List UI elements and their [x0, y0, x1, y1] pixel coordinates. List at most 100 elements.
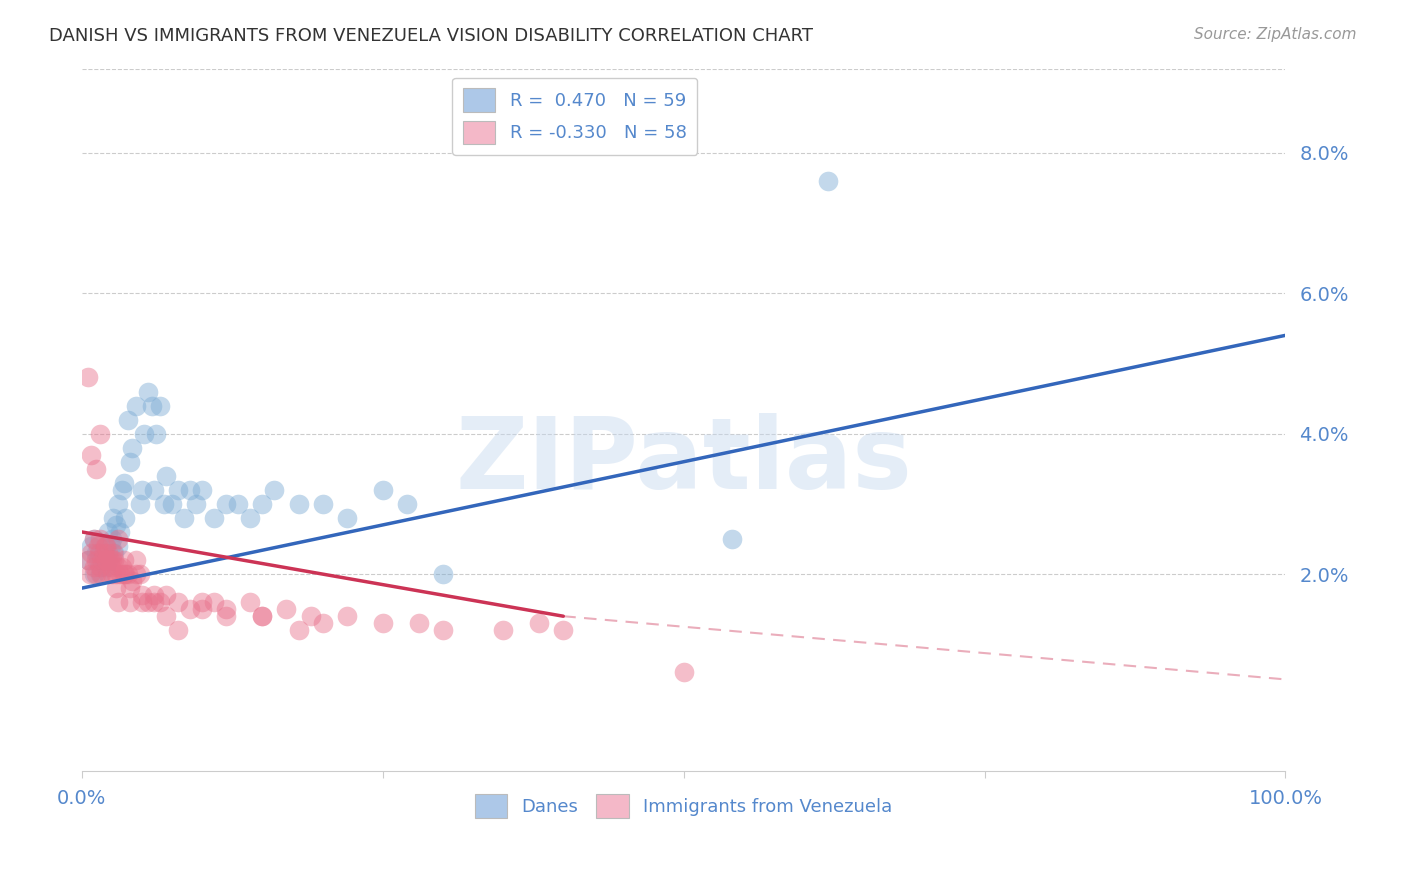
- Point: [90, 560, 112, 574]
- Point: [263, 483, 285, 497]
- Point: [110, 567, 132, 582]
- Point: [215, 609, 238, 624]
- Point: [136, 595, 159, 609]
- Point: [110, 483, 132, 497]
- Point: [112, 553, 135, 567]
- Point: [131, 595, 153, 609]
- Point: [112, 567, 135, 582]
- Point: [179, 602, 201, 616]
- Point: [395, 497, 418, 511]
- Point: [287, 624, 309, 638]
- Point: [110, 524, 132, 539]
- Point: [80, 539, 103, 553]
- Point: [149, 595, 172, 609]
- Point: [89, 560, 111, 574]
- Point: [103, 546, 125, 560]
- Point: [131, 588, 153, 602]
- Point: [94, 553, 117, 567]
- Point: [107, 595, 129, 609]
- Point: [94, 560, 117, 574]
- Point: [104, 581, 127, 595]
- Point: [84, 546, 107, 560]
- Point: [83, 532, 105, 546]
- Point: [191, 602, 214, 616]
- Point: [136, 384, 159, 399]
- Point: [98, 553, 121, 567]
- Point: [90, 567, 112, 582]
- Point: [239, 511, 262, 525]
- Point: [94, 539, 117, 553]
- Point: [529, 616, 551, 631]
- Point: [89, 546, 111, 560]
- Point: [101, 546, 124, 560]
- Point: [80, 546, 103, 560]
- Point: [84, 567, 107, 582]
- Point: [100, 539, 122, 553]
- Point: [553, 624, 575, 638]
- Point: [77, 370, 100, 384]
- Point: [720, 532, 742, 546]
- Point: [80, 448, 103, 462]
- Point: [311, 616, 333, 631]
- Point: [191, 483, 214, 497]
- Point: [252, 497, 274, 511]
- Point: [173, 511, 195, 525]
- Point: [101, 553, 124, 567]
- Point: [145, 426, 167, 441]
- Point: [107, 560, 129, 574]
- Point: [125, 399, 148, 413]
- Point: [104, 517, 127, 532]
- Point: [121, 574, 143, 588]
- Point: [408, 616, 430, 631]
- Point: [93, 553, 115, 567]
- Point: [89, 426, 111, 441]
- Point: [371, 483, 394, 497]
- Point: [299, 609, 322, 624]
- Point: [239, 595, 262, 609]
- Point: [97, 524, 120, 539]
- Point: [84, 553, 107, 567]
- Text: ZIPatlas: ZIPatlas: [456, 413, 912, 510]
- Point: [104, 567, 127, 582]
- Point: [155, 609, 177, 624]
- Point: [186, 497, 208, 511]
- Point: [228, 497, 250, 511]
- Point: [432, 624, 454, 638]
- Point: [311, 497, 333, 511]
- Point: [89, 567, 111, 582]
- Point: [77, 553, 100, 567]
- Point: [371, 616, 394, 631]
- Point: [336, 609, 359, 624]
- Point: [143, 483, 166, 497]
- Point: [77, 553, 100, 567]
- Point: [83, 532, 105, 546]
- Point: [114, 567, 136, 582]
- Point: [202, 595, 225, 609]
- Point: [94, 553, 117, 567]
- Point: [125, 553, 148, 567]
- Point: [152, 497, 174, 511]
- Point: [118, 455, 141, 469]
- Text: DANISH VS IMMIGRANTS FROM VENEZUELA VISION DISABILITY CORRELATION CHART: DANISH VS IMMIGRANTS FROM VENEZUELA VISI…: [49, 27, 813, 45]
- Point: [121, 441, 143, 455]
- Point: [131, 483, 153, 497]
- Point: [107, 539, 129, 553]
- Point: [336, 511, 359, 525]
- Point: [97, 553, 120, 567]
- Point: [141, 399, 163, 413]
- Text: Source: ZipAtlas.com: Source: ZipAtlas.com: [1194, 27, 1357, 42]
- Point: [134, 426, 156, 441]
- Point: [84, 462, 107, 476]
- Legend: Danes, Immigrants from Venezuela: Danes, Immigrants from Venezuela: [467, 788, 900, 825]
- Point: [128, 497, 150, 511]
- Point: [252, 609, 274, 624]
- Point: [167, 624, 190, 638]
- Point: [93, 546, 115, 560]
- Point: [128, 567, 150, 582]
- Point: [114, 511, 136, 525]
- Point: [432, 567, 454, 582]
- Point: [117, 567, 139, 582]
- Point: [83, 567, 105, 582]
- Point: [149, 399, 172, 413]
- Point: [143, 595, 166, 609]
